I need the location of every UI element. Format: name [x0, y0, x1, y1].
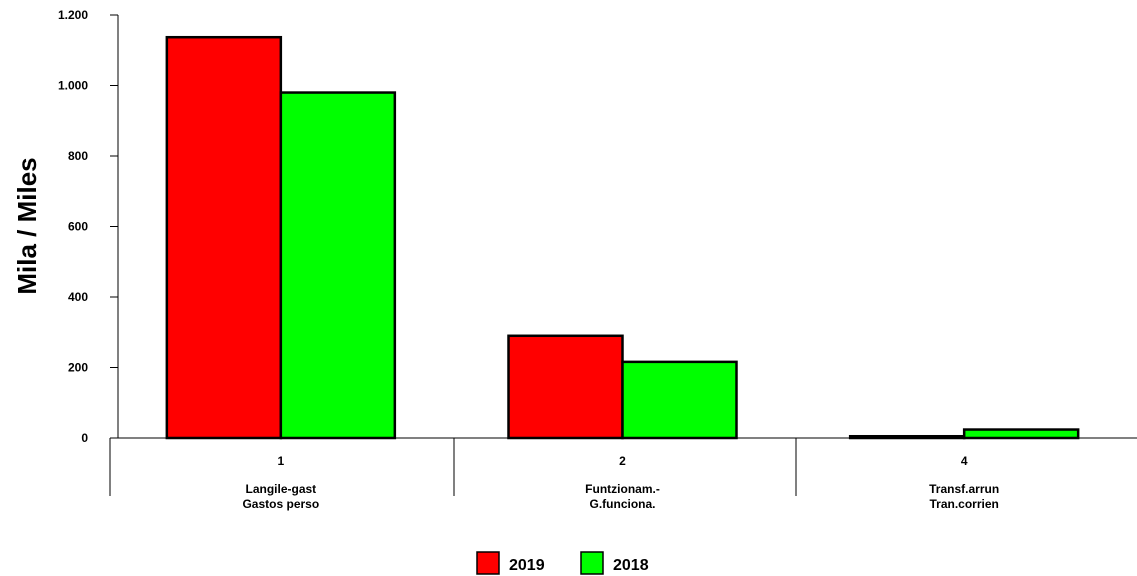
legend-label-2018: 2018	[613, 557, 649, 574]
legend: 2019 2018	[476, 551, 649, 575]
y-axis-title-group: Mila / Miles	[12, 157, 42, 294]
category-name-line1: Langile-gast	[245, 482, 316, 496]
bars	[165, 35, 1080, 440]
y-tick-label: 400	[68, 290, 88, 304]
y-tick-label: 0	[81, 431, 88, 445]
category-name-line2: Gastos perso	[242, 497, 319, 511]
legend-swatch-2018	[580, 551, 604, 575]
category-name-line1: Transf.arrun	[929, 482, 999, 496]
bar-2018-cat-2	[621, 360, 738, 440]
bar-2019-cat-1	[165, 35, 283, 440]
bar-2018-cat-4	[962, 428, 1080, 440]
legend-label-2019: 2019	[509, 557, 545, 574]
category-code-label: 2	[619, 454, 626, 468]
y-tick-label: 600	[68, 220, 88, 234]
y-tick-label: 200	[68, 361, 88, 375]
y-axis-title: Mila / Miles	[12, 157, 42, 294]
category-name-line2: Tran.corrien	[929, 497, 998, 511]
category-code-label: 1	[277, 454, 284, 468]
category-code-label: 4	[961, 454, 968, 468]
legend-swatch-2019	[476, 551, 500, 575]
bar-2018-cat-1	[279, 91, 397, 440]
y-axis: 0 200 400 600 800 1.000 1.200	[58, 8, 119, 445]
y-tick-label: 800	[68, 149, 88, 163]
bar-2019-cat-2	[507, 334, 624, 440]
y-tick-label: 1.000	[58, 79, 88, 93]
y-tick-label: 1.200	[58, 8, 88, 22]
category-name-line2: G.funciona.	[590, 497, 656, 511]
bar-2019-cat-4	[848, 434, 966, 440]
category-name-line1: Funtzionam.-	[585, 482, 660, 496]
